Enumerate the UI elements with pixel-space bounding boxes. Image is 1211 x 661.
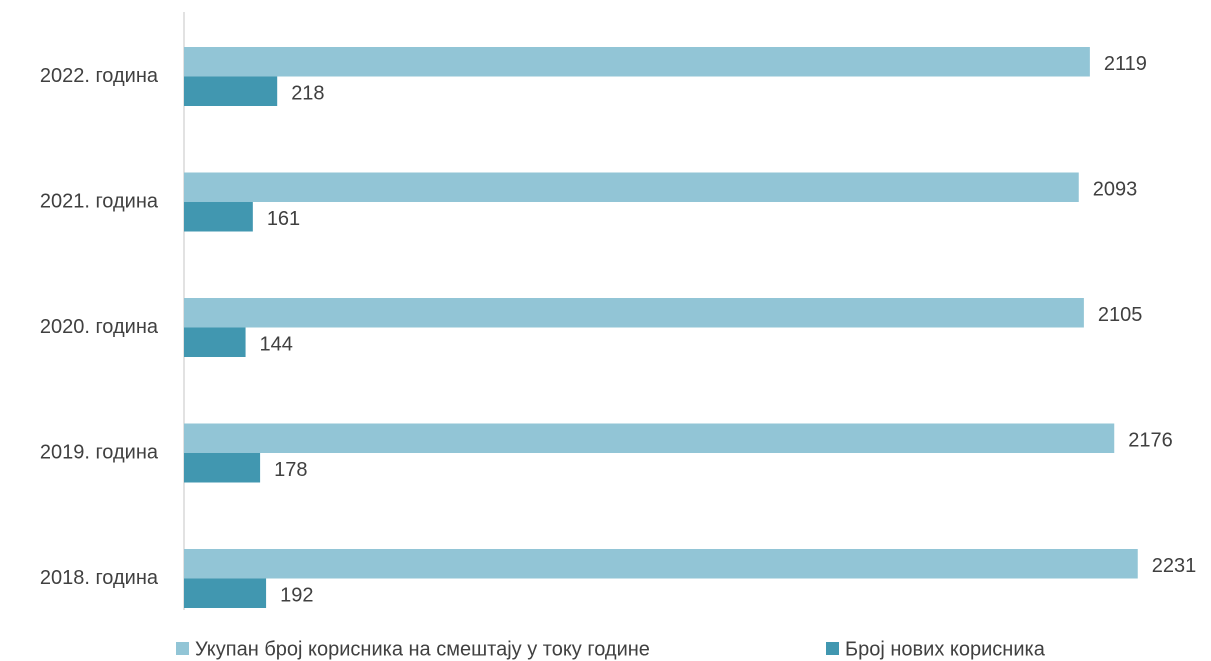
legend-swatch [826, 642, 839, 655]
bar [184, 47, 1090, 77]
y-tick-label: 2020. година [40, 316, 159, 338]
bar [184, 578, 267, 608]
legend-label: Укупан број корисника на смештају у току… [195, 638, 650, 660]
legend-label: Број нових корисника [845, 638, 1046, 660]
data-label: 144 [260, 334, 293, 356]
bar [184, 327, 246, 357]
y-tick-label: 2019. година [40, 441, 159, 463]
bar [184, 172, 1079, 202]
data-label: 161 [267, 208, 300, 230]
data-label: 2176 [1128, 430, 1173, 452]
data-label: 218 [291, 83, 324, 105]
data-label: 192 [280, 585, 313, 607]
bar [184, 76, 278, 106]
bar [184, 549, 1138, 579]
data-label: 2231 [1152, 555, 1197, 577]
legend-swatch [176, 642, 189, 655]
bar [184, 202, 253, 232]
y-tick-label: 2021. година [40, 190, 159, 212]
bar [184, 423, 1115, 453]
data-label: 2093 [1093, 179, 1138, 201]
data-label: 2105 [1098, 304, 1143, 326]
y-tick-label: 2022. година [40, 65, 159, 87]
data-label: 178 [274, 459, 307, 481]
data-label: 2119 [1104, 53, 1147, 75]
bar [184, 298, 1084, 328]
bar [184, 453, 261, 483]
y-tick-label: 2018. година [40, 567, 159, 589]
